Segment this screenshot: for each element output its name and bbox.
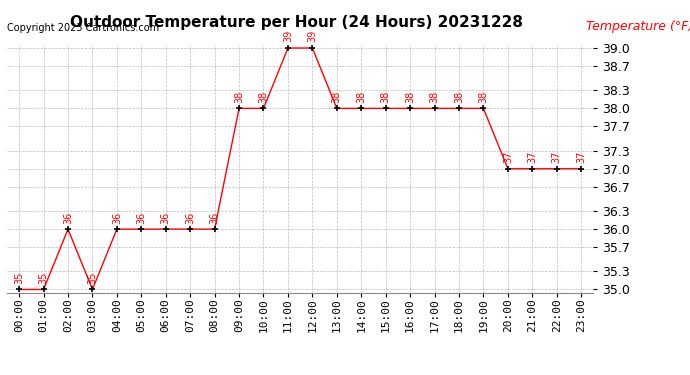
Text: 39: 39 [283, 30, 293, 42]
Text: 37: 37 [576, 151, 586, 163]
Text: 38: 38 [234, 91, 244, 103]
Text: 35: 35 [14, 272, 24, 284]
Text: 38: 38 [356, 91, 366, 103]
Text: 38: 38 [454, 91, 464, 103]
Text: 36: 36 [210, 211, 219, 223]
Text: 35: 35 [39, 272, 48, 284]
Text: 38: 38 [478, 91, 489, 103]
Text: 38: 38 [430, 91, 440, 103]
Text: Temperature (°F): Temperature (°F) [586, 20, 690, 33]
Text: 38: 38 [405, 91, 415, 103]
Text: 36: 36 [63, 211, 73, 223]
Text: 38: 38 [332, 91, 342, 103]
Text: Copyright 2023 Cartronics.com: Copyright 2023 Cartronics.com [7, 22, 159, 33]
Text: 38: 38 [381, 91, 391, 103]
Text: 36: 36 [161, 211, 170, 223]
Text: 35: 35 [88, 272, 97, 284]
Text: 36: 36 [112, 211, 122, 223]
Text: 38: 38 [259, 91, 268, 103]
Text: 37: 37 [503, 151, 513, 163]
Text: 36: 36 [185, 211, 195, 223]
Text: 37: 37 [527, 151, 538, 163]
Text: 39: 39 [307, 30, 317, 42]
Text: 36: 36 [137, 211, 146, 223]
Text: Outdoor Temperature per Hour (24 Hours) 20231228: Outdoor Temperature per Hour (24 Hours) … [70, 15, 523, 30]
Text: 37: 37 [552, 151, 562, 163]
